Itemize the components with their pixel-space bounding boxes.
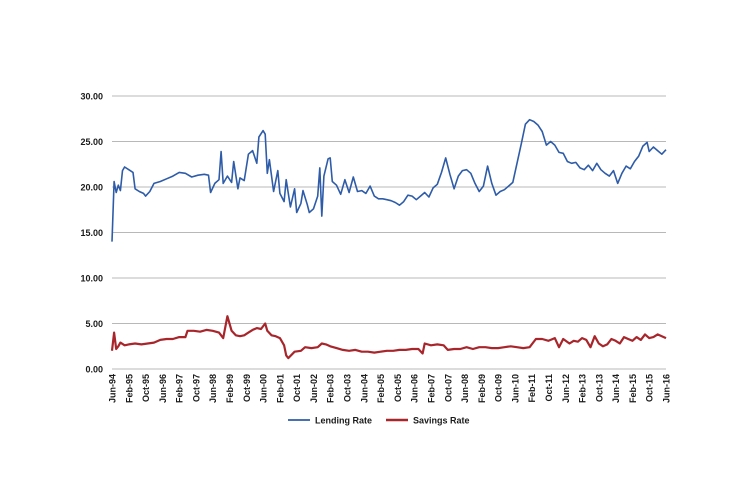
gridlines xyxy=(112,95,666,370)
x-tick-label: Feb-97 xyxy=(175,374,185,403)
x-tick-label: Feb-15 xyxy=(628,374,638,403)
x-tick-label: Oct-13 xyxy=(594,374,604,402)
x-tick-label: Jun-14 xyxy=(611,374,621,403)
x-tick-label: Oct-11 xyxy=(544,374,554,402)
x-tick-label: Feb-13 xyxy=(578,374,588,403)
x-tick-label: Jun-94 xyxy=(108,374,118,403)
y-tick-label: 15.00 xyxy=(80,228,103,238)
x-tick-label: Oct-99 xyxy=(242,374,252,402)
y-tick-label: 0.00 xyxy=(85,365,103,375)
x-tick-label: Oct-07 xyxy=(443,374,453,402)
x-tick-label: Feb-09 xyxy=(477,374,487,403)
x-tick-label: Oct-95 xyxy=(141,374,151,402)
series-line-lending-rate xyxy=(111,118,667,242)
y-tick-label: 25.00 xyxy=(80,137,103,147)
y-tick-label: 30.00 xyxy=(80,92,103,102)
x-tick-label: Jun-12 xyxy=(561,374,571,403)
x-tick-label: Oct-01 xyxy=(292,374,302,402)
x-tick-label: Oct-97 xyxy=(191,374,201,402)
x-tick-label: Jun-08 xyxy=(460,374,470,403)
x-tick-label: Feb-95 xyxy=(124,374,134,403)
x-tick-label: Feb-01 xyxy=(275,374,285,403)
x-tick-label: Jun-98 xyxy=(208,374,218,403)
x-tick-label: Oct-15 xyxy=(645,374,655,402)
series-lines xyxy=(110,118,667,360)
x-tick-label: Feb-99 xyxy=(225,374,235,403)
x-tick-label: Feb-03 xyxy=(326,374,336,403)
legend-label: Lending Rate xyxy=(315,416,372,426)
x-tick-label: Jun-06 xyxy=(410,374,420,403)
legend: Lending Rate Savings Rate xyxy=(288,416,470,426)
x-axis-tick-labels: Jun-94 Feb-95 Oct-95 Jun-96 Feb-97 Oct-97 Jun-… xyxy=(108,374,672,403)
x-tick-label: Jun-02 xyxy=(309,374,319,403)
x-tick-label: Feb-11 xyxy=(527,374,537,403)
x-tick-label: Jun-10 xyxy=(510,374,520,403)
x-tick-label: Jun-16 xyxy=(662,374,672,403)
x-tick-label: Jun-04 xyxy=(359,374,369,403)
y-axis-tick-labels: 30.00 25.00 20.00 15.00 10.00 5.00 0.00 xyxy=(80,92,103,375)
x-tick-label: Feb-07 xyxy=(426,374,436,403)
x-tick-label: Oct-05 xyxy=(393,374,403,402)
legend-label: Savings Rate xyxy=(413,416,470,426)
x-tick-label: Oct-09 xyxy=(494,374,504,402)
y-tick-label: 20.00 xyxy=(80,183,103,193)
y-tick-label: 10.00 xyxy=(80,274,103,284)
x-tick-label: Jun-00 xyxy=(259,374,269,403)
x-tick-label: Oct-03 xyxy=(343,374,353,402)
series-line-savings-rate xyxy=(110,315,667,360)
x-tick-label: Jun-96 xyxy=(158,374,168,403)
x-tick-label: Feb-05 xyxy=(376,374,386,403)
y-tick-label: 5.00 xyxy=(85,319,103,329)
